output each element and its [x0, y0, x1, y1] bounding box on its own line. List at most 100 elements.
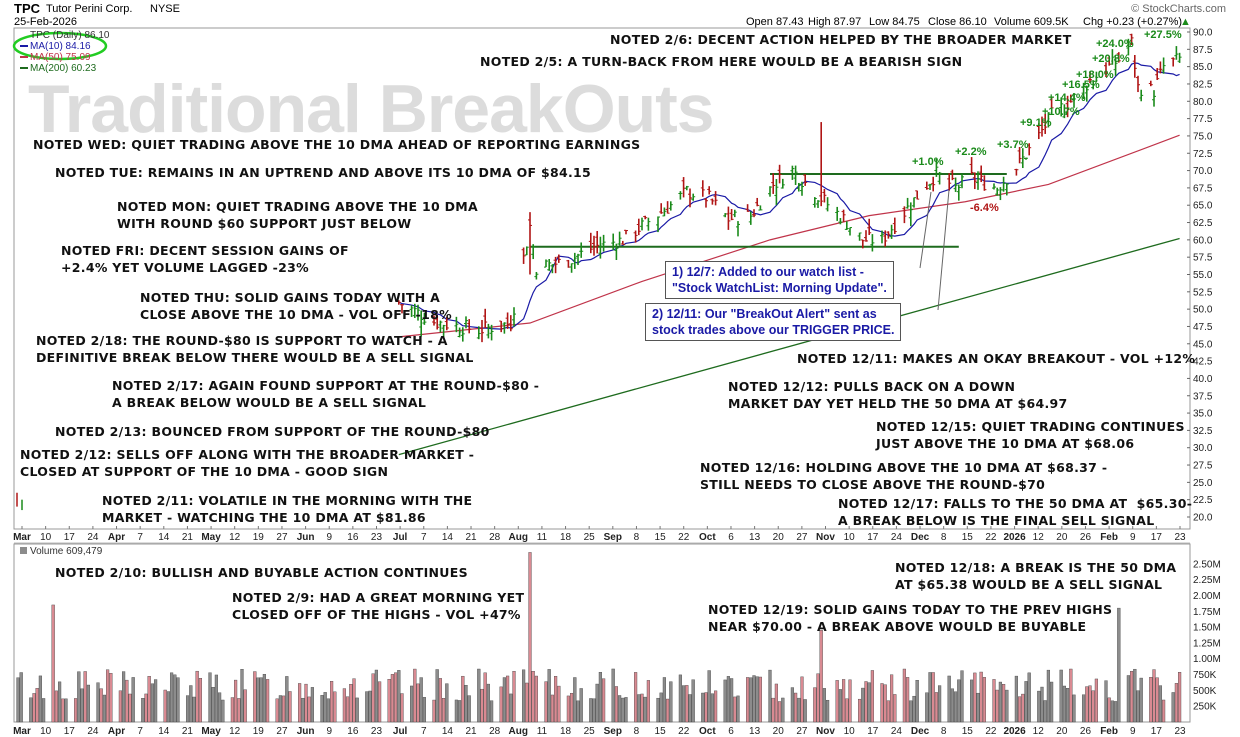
date-tick-label: 17	[64, 726, 76, 737]
volume-bar	[614, 686, 618, 723]
chart-header-close: Close 86.10	[928, 16, 987, 28]
volume-bar	[979, 671, 983, 723]
volume-bar	[813, 687, 817, 723]
volume-bar	[102, 694, 106, 723]
volume-bar	[733, 696, 737, 723]
volume-bar	[576, 700, 580, 723]
legend-volume-swatch	[20, 547, 27, 554]
note-2-10: NOTED 2/10: BULLISH AND BUYABLE ACTION C…	[55, 565, 468, 580]
volume-bar	[365, 691, 369, 723]
volume-bar	[29, 697, 33, 723]
volume-bar	[685, 685, 689, 723]
volume-bar	[678, 674, 682, 723]
date-tick-label: 16	[347, 726, 359, 737]
volume-bar	[669, 681, 673, 723]
volume-bar	[998, 681, 1002, 723]
volume-bar	[1088, 685, 1092, 723]
price-tick-label: 35.0	[1193, 409, 1213, 420]
volume-bar	[573, 677, 577, 723]
volume-bar	[1005, 689, 1009, 723]
volume-tick-label: 2.25M	[1193, 575, 1221, 586]
volume-bar	[83, 671, 87, 723]
date-tick-label: 12	[229, 726, 241, 737]
volume-bar	[595, 683, 599, 723]
date-tick-label: Nov	[816, 726, 835, 737]
volume-bar	[217, 692, 222, 723]
date-tick-label: 27	[276, 726, 288, 737]
price-tick-label: 20.0	[1193, 513, 1213, 524]
volume-bar	[662, 677, 666, 723]
volume-bar	[400, 693, 404, 723]
pct-label: +24.0%	[1096, 38, 1134, 50]
volume-bar	[890, 674, 894, 723]
volume-bar	[461, 675, 465, 723]
note-2-9: NOTED 2/9: HAD A GREAT MORNING YET CLOSE…	[232, 590, 525, 622]
volume-bar	[688, 694, 692, 723]
note-mon: NOTED MON: QUIET TRADING ABOVE THE 10 DM…	[117, 199, 478, 231]
date-tick-label: 7	[137, 726, 143, 737]
volume-bar	[746, 677, 750, 723]
volume-bar	[230, 697, 234, 723]
price-tick-label: 77.5	[1193, 114, 1213, 125]
volume-bar	[438, 678, 442, 723]
date-tick-label: Aug	[509, 532, 528, 543]
volume-bar	[153, 679, 158, 723]
volume-bar	[173, 674, 177, 723]
date-tick-label: 10	[844, 726, 856, 737]
date-tick-label: 22	[678, 726, 690, 737]
volume-bar	[253, 671, 257, 723]
note-12-17: NOTED 12/17: FALLS TO THE 50 DMA AT $65.…	[838, 496, 1193, 528]
volume-bar	[237, 698, 241, 723]
volume-bar	[1171, 692, 1175, 723]
volume-bar	[640, 693, 644, 723]
volume-bar	[995, 689, 999, 723]
volume-bar	[394, 672, 398, 723]
note-12-15: NOTED 12/15: QUIET TRADING CONTINUES JUS…	[876, 419, 1185, 451]
price-tick-label: 40.0	[1193, 374, 1213, 385]
volume-bar	[1152, 669, 1156, 723]
volume-bar	[1072, 694, 1076, 723]
chart-header-volume: Volume 609.5K	[994, 16, 1069, 28]
volume-bar	[195, 670, 199, 723]
volume-bar	[1133, 668, 1137, 723]
price-tick-label: 42.5	[1193, 357, 1213, 368]
date-tick-label: 26	[1080, 726, 1092, 737]
volume-bar	[755, 676, 759, 723]
date-tick-label: 24	[87, 726, 99, 737]
volume-bar	[822, 688, 826, 723]
date-tick-label: 25	[584, 726, 596, 737]
volume-bar	[704, 692, 708, 723]
date-tick-label: 15	[655, 726, 667, 737]
date-tick-label: Oct	[699, 532, 716, 543]
volume-bar	[611, 668, 615, 723]
volume-bar	[848, 679, 852, 723]
date-tick-label: 11	[537, 532, 548, 543]
volume-bar	[902, 668, 906, 723]
volume-bar	[278, 695, 282, 723]
volume-bar	[1043, 700, 1047, 723]
date-tick-label: Jul	[393, 726, 408, 737]
volume-bar	[634, 672, 638, 723]
volume-bar	[233, 679, 238, 723]
date-tick-label: 8	[941, 726, 947, 737]
note-2-13: NOTED 2/13: BOUNCED FROM SUPPORT OF THE …	[55, 424, 490, 439]
volume-bar	[886, 700, 890, 723]
date-tick-label: 13	[749, 532, 761, 543]
volume-bar	[1091, 690, 1095, 723]
volume-bar	[550, 694, 554, 723]
volume-bar	[125, 679, 129, 723]
volume-bar	[121, 671, 126, 723]
date-tick-label: 28	[489, 532, 501, 543]
volume-bar	[275, 698, 279, 723]
volume-bar	[774, 683, 778, 723]
volume-bar	[1040, 686, 1044, 723]
volume-bar	[1158, 685, 1162, 723]
note-2-12: NOTED 2/12: SELLS OFF ALONG WITH THE BRO…	[20, 447, 475, 479]
volume-bar	[330, 681, 334, 723]
volume-tick-label: 750K	[1193, 670, 1217, 681]
date-tick-label: Apr	[108, 532, 125, 543]
date-tick-label: 27	[796, 532, 808, 543]
volume-bar	[867, 682, 871, 723]
volume-bar	[483, 672, 487, 723]
volume-bar	[646, 680, 650, 723]
